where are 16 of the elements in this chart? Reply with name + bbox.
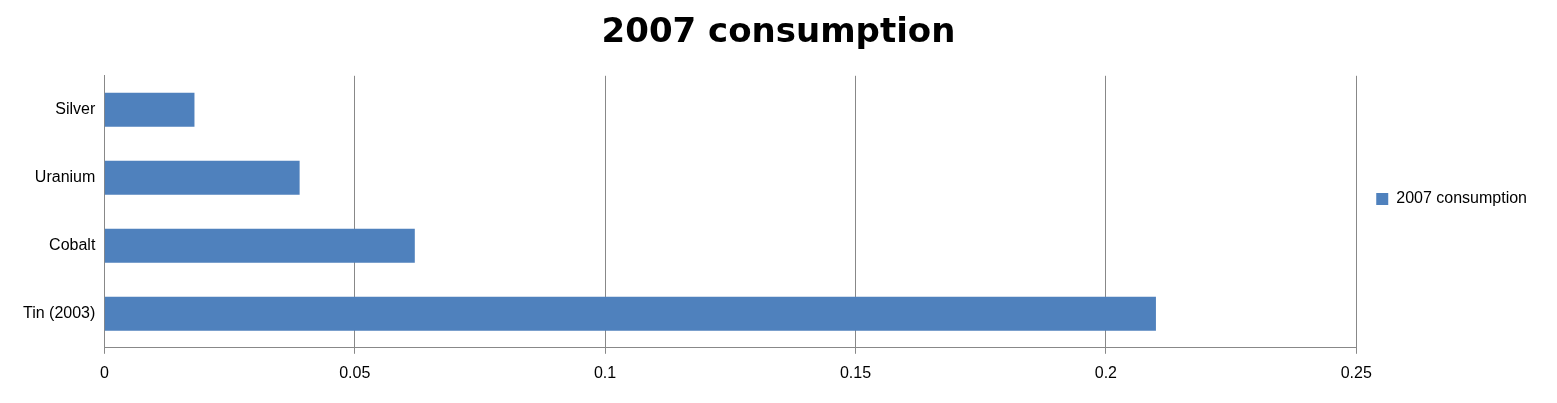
legend-label: 2007 consumption <box>1396 189 1528 207</box>
y-tick-label: Tin (2003) <box>23 304 96 322</box>
x-tick-label: 0.1 <box>593 363 617 381</box>
x-tick-label: 0 <box>99 363 109 381</box>
x-tick-label: 0.2 <box>1094 363 1118 381</box>
x-tick-label: 0.25 <box>1340 363 1372 381</box>
bar <box>104 160 300 195</box>
bar <box>104 296 1156 331</box>
bar <box>104 228 415 263</box>
x-tick-label: 0.05 <box>339 363 371 381</box>
x-tick-label: 0.15 <box>839 363 872 381</box>
y-tick-label: Silver <box>55 100 96 118</box>
y-tick-label: Uranium <box>34 168 96 186</box>
bar <box>104 92 195 127</box>
chart-title: 2007 consumption <box>601 10 956 51</box>
y-tick-label: Cobalt <box>49 236 96 254</box>
